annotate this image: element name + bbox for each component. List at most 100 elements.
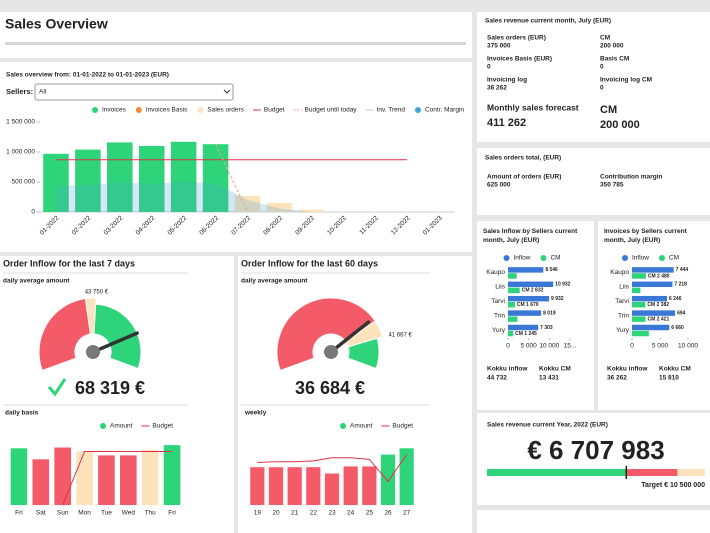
panel-title: Sales Inflow by Sellers current month, J…	[483, 228, 578, 244]
legend-label: Inv. Trend	[377, 107, 406, 114]
bar	[380, 454, 396, 505]
value-label: 694	[677, 310, 686, 316]
legend-marker	[622, 255, 628, 261]
y-tick-label: 1 500 000	[6, 119, 35, 126]
kpi-value: 350 785	[600, 182, 624, 189]
category-label: Kaupo	[610, 269, 629, 276]
legend-label: Invoices	[102, 107, 127, 114]
chevron-icon	[223, 89, 231, 94]
category-label: Yury	[616, 327, 630, 334]
bar	[632, 302, 646, 308]
legend-label: Budget	[264, 107, 285, 114]
orders-title: Sales orders total, (EUR)	[485, 155, 561, 162]
bar	[324, 473, 340, 505]
x-tick-label: 0	[506, 343, 510, 350]
bar	[54, 447, 71, 505]
x-tick-label: Fri	[168, 510, 176, 517]
x-tick-label: Fri	[15, 510, 23, 517]
bar	[107, 142, 133, 212]
overview-subtitle: Sales overview from: 01-01-2022 to 01-01…	[6, 72, 169, 79]
x-tick-label: 5 000	[521, 343, 538, 350]
category-label: Tarvi	[491, 298, 505, 305]
total-label: Kokku inflow	[607, 366, 648, 373]
legend-marker	[540, 255, 547, 261]
target-label: Target € 10 500 000	[641, 482, 705, 489]
bar	[266, 203, 293, 212]
bar	[508, 267, 544, 273]
legend-marker	[503, 255, 510, 261]
gauge-hub	[324, 345, 338, 359]
value-label: 8 019	[543, 310, 556, 316]
gauge-target-label: 43 750 €	[85, 290, 109, 296]
panel	[477, 413, 710, 505]
sellers-label: Sellers:	[6, 87, 33, 96]
x-tick-label: 19	[254, 510, 262, 517]
y-tick-label: 500 000	[12, 179, 36, 186]
bar	[508, 330, 514, 337]
legend-marker	[340, 423, 346, 429]
x-tick-label: Tue	[101, 510, 112, 517]
line	[62, 450, 173, 506]
kpi-label: Invoicing log	[487, 77, 527, 84]
bar	[632, 273, 646, 279]
x-tick-label: 25	[366, 510, 374, 517]
panel	[477, 12, 710, 142]
kpi-label: Invoicing log CM	[600, 77, 652, 84]
forecast-cm-value: 200 000	[600, 119, 640, 131]
bar	[202, 144, 229, 212]
progress-remaining	[677, 469, 705, 476]
legend-label: CM	[550, 255, 560, 262]
bar	[632, 267, 674, 273]
legend-label: Sales orders	[207, 107, 244, 114]
category-label: Kaupo	[486, 269, 505, 276]
check-icon	[47, 378, 67, 397]
legend-label: Invoices Basis	[146, 107, 188, 114]
bar	[32, 459, 50, 505]
bar	[170, 141, 197, 212]
y-tick-label: 0	[31, 209, 35, 216]
total-label: Kokku inflow	[487, 366, 528, 373]
category-label: Trin	[618, 312, 629, 319]
x-tick-label: 10 000	[678, 343, 698, 350]
kpi-value: 375 000	[487, 43, 511, 50]
legend-label: Amount	[110, 423, 133, 430]
value-label: CM 2 421	[648, 316, 670, 322]
kpi-value: 625 000	[487, 182, 511, 189]
value-label: 6 246	[669, 296, 682, 302]
x-tick-label: Thu	[145, 510, 157, 517]
seller-select[interactable]	[34, 83, 234, 101]
bar	[98, 455, 115, 505]
panel-title: Order Inflow for the last 60 days	[241, 258, 378, 268]
value-label: CM 2 832	[522, 288, 544, 294]
bar	[10, 448, 28, 505]
kpi-value: 0	[600, 64, 604, 71]
x-tick-label: 24	[347, 510, 355, 517]
total-value: 36 262	[607, 375, 627, 382]
kpi-label: Sales orders (EUR)	[487, 35, 546, 42]
bar	[508, 281, 554, 288]
x-tick-label: 23	[328, 510, 336, 517]
bar	[141, 449, 159, 505]
bar	[632, 281, 673, 288]
x-tick-label: 26	[384, 510, 392, 517]
bar	[632, 310, 676, 316]
x-tick-label: Sun	[57, 510, 69, 517]
panel-title: Order Inflow for the last 7 days	[3, 258, 135, 268]
legend-label: Amount	[350, 423, 373, 430]
page-title: Sales Overview	[5, 16, 108, 32]
panel-subtitle: daily basis	[5, 410, 39, 417]
legend-marker	[658, 255, 665, 261]
progress-value: € 6 707 983	[527, 435, 664, 465]
progress-done	[487, 469, 627, 476]
panel-title: Sales revenue current Year, 2022 (EUR)	[487, 422, 608, 429]
bar	[163, 445, 181, 505]
x-tick-label: 20	[272, 510, 280, 517]
category-label: Liis	[495, 284, 506, 291]
line	[215, 143, 248, 213]
panel-subtitle: daily average amount	[3, 278, 70, 285]
gauge-needle	[91, 331, 139, 354]
bar	[298, 209, 325, 212]
legend-label: Inflow	[514, 255, 531, 262]
x-tick-label: 10 000	[539, 343, 559, 350]
